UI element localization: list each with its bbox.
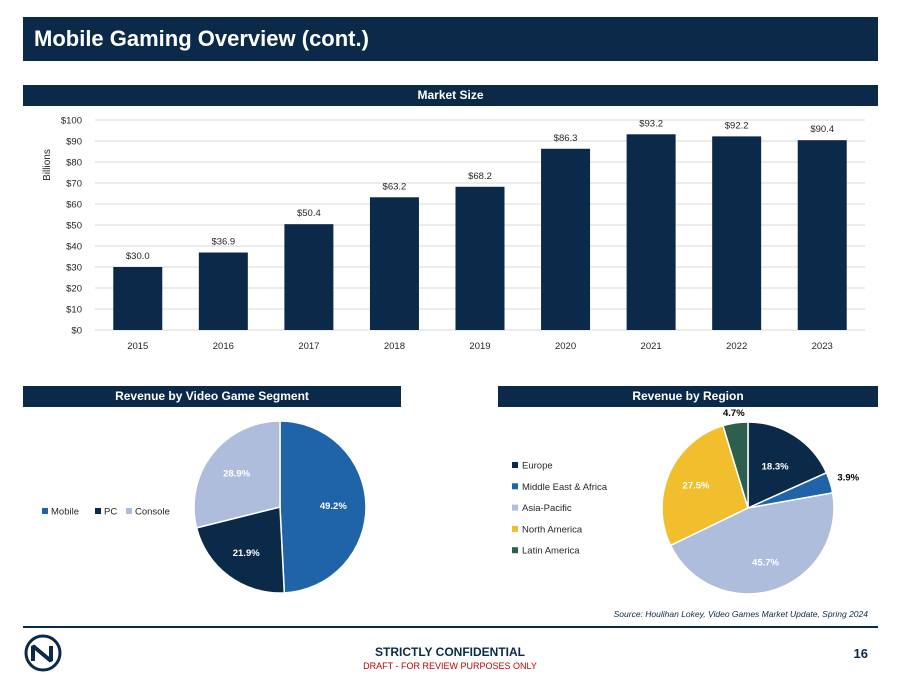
pie-slice-north-america (661, 424, 749, 547)
bar-2019 (455, 186, 505, 330)
y-tick-label: $10 (66, 305, 82, 316)
legend-label: Europe (522, 461, 553, 472)
x-tick-label: 2015 (127, 341, 148, 352)
bar-value-label: $50.4 (297, 208, 321, 219)
pie-slice-label: 18.3% (762, 462, 789, 473)
pie-slice-label: 27.5% (683, 481, 710, 492)
x-tick-label: 2022 (726, 341, 747, 352)
y-tick-label: $60 (66, 200, 82, 211)
region-pie-chart: 18.3% 3.9% 45.7% 27.5% 4.7% Europe Middle East… (512, 408, 860, 595)
pie-slice-label: 45.7% (752, 557, 779, 568)
pie-slice-label: 21.9% (233, 548, 260, 559)
company-logo-icon (24, 634, 62, 672)
y-tick-label: $80 (66, 158, 82, 169)
bar-value-label: $68.2 (468, 171, 492, 182)
y-tick-label: $40 (66, 242, 82, 253)
section-header-market-size: Market Size (23, 85, 878, 106)
pie-slice-console (193, 420, 281, 529)
bar-2023 (797, 140, 847, 330)
y-axis-label: Billions (42, 149, 53, 181)
page-title: Mobile Gaming Overview (cont.) (34, 26, 369, 51)
legend-swatch (512, 483, 518, 490)
legend-swatch (42, 508, 48, 514)
y-tick-label: $50 (66, 221, 82, 232)
bar-2022 (712, 136, 762, 330)
legend-swatch (512, 547, 518, 554)
bar-value-label: $86.3 (554, 133, 578, 144)
legend-label: Mobile (51, 507, 79, 518)
bar-value-label: $92.2 (725, 120, 749, 131)
y-tick-label: $0 (71, 326, 82, 337)
bar-value-label: $30.0 (126, 251, 150, 262)
pie-slice-asia-pacific (669, 491, 835, 595)
y-tick-label: $100 (61, 116, 82, 127)
bar-2017 (284, 224, 334, 330)
x-tick-label: 2020 (555, 341, 576, 352)
draft-label: DRAFT - FOR REVIEW PURPOSES ONLY (363, 661, 537, 671)
bar-2015 (113, 267, 163, 330)
legend-swatch (512, 462, 518, 468)
footer-rule (23, 626, 878, 628)
y-tick-label: $90 (66, 137, 82, 148)
y-tick-label: $70 (66, 179, 82, 190)
pie-slice-label: 3.9% (837, 473, 859, 484)
section-header-region: Revenue by Region (498, 386, 878, 407)
legend-label: Latin America (522, 546, 580, 557)
page-title-bar: Mobile Gaming Overview (cont.) (23, 17, 878, 61)
bar-2016 (198, 252, 248, 330)
y-tick-label: $30 (66, 263, 82, 274)
section-header-segment: Revenue by Video Game Segment (23, 386, 401, 407)
confidential-label: STRICTLY CONFIDENTIAL (374, 645, 525, 659)
x-tick-label: 2021 (641, 341, 662, 352)
bar-value-label: $36.9 (211, 237, 235, 248)
legend-label: Console (135, 507, 170, 518)
pie-slice-mobile (279, 420, 367, 594)
bar-2018 (369, 197, 419, 330)
source-note: Source: Houlihan Lokey, Video Games Mark… (613, 609, 868, 619)
pie-slice-label: 49.2% (320, 501, 347, 512)
bar-value-label: $63.2 (383, 181, 407, 192)
legend-swatch (126, 508, 132, 514)
bar-2021 (626, 134, 676, 330)
legend-swatch (512, 525, 518, 532)
legend-label: North America (522, 524, 583, 535)
legend-swatch (512, 504, 518, 511)
x-tick-label: 2019 (469, 341, 490, 352)
pie-slice-label: 28.9% (223, 469, 250, 480)
bar-value-label: $93.2 (639, 118, 663, 129)
market-size-bar-chart: $0 $10 $20 $30 $40 $50 $60 $70 $80 $90 $100 Billion… (42, 116, 865, 352)
pie-slice-latin-america (722, 421, 749, 509)
pie-slice-pc (195, 506, 286, 594)
y-tick-label: $20 (66, 284, 82, 295)
pie-slice-europe (747, 421, 828, 510)
legend-swatch (95, 508, 101, 514)
legend-label: PC (104, 507, 117, 518)
x-tick-label: 2023 (812, 341, 833, 352)
x-tick-label: 2016 (213, 341, 234, 352)
x-tick-label: 2017 (298, 341, 319, 352)
pie-slice-label: 4.7% (723, 408, 745, 419)
bar-2020 (541, 148, 591, 330)
legend-label: Middle East & Africa (522, 482, 608, 493)
segment-pie-chart: 49.2% 21.9% 28.9% Mobile PC Console (42, 420, 367, 594)
page-number: 16 (853, 646, 868, 661)
legend-label: Asia-Pacific (522, 503, 572, 514)
x-tick-label: 2018 (384, 341, 405, 352)
bar-value-label: $90.4 (810, 124, 834, 135)
